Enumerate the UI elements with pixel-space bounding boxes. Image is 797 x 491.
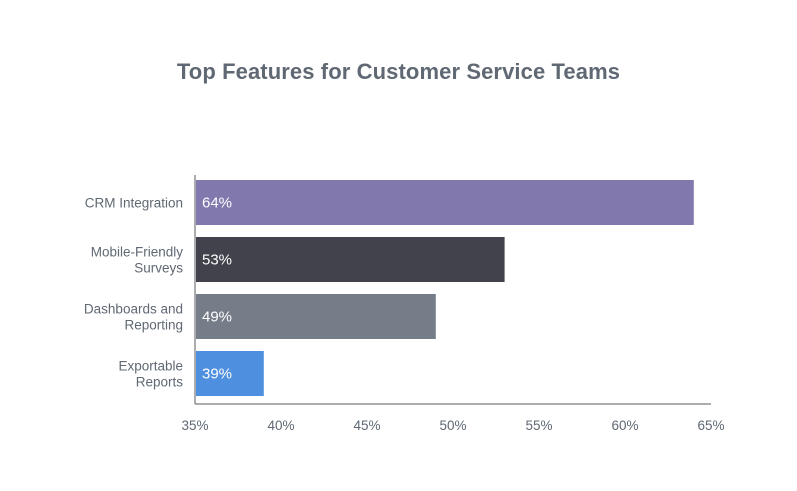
x-tick-label: 35% xyxy=(181,418,208,433)
category-label-line: Surveys xyxy=(134,261,183,276)
category-label-line: Reporting xyxy=(124,318,183,333)
bar-4 xyxy=(196,351,264,396)
x-tick-label: 65% xyxy=(697,418,724,433)
x-tick-label: 40% xyxy=(267,418,294,433)
bar-value-label: 49% xyxy=(202,309,232,326)
bar-2 xyxy=(196,237,505,282)
category-label: Dashboards and Reporting xyxy=(84,302,183,333)
category-label-line: CRM Integration xyxy=(85,196,183,211)
category-label-line: Exportable xyxy=(118,359,183,374)
x-tick-label: 50% xyxy=(439,418,466,433)
category-label: CRM Integration xyxy=(85,196,183,211)
bar-3 xyxy=(196,294,436,339)
category-label-line: Mobile-Friendly xyxy=(91,245,184,260)
x-tick-label: 45% xyxy=(353,418,380,433)
x-tick-label: 55% xyxy=(525,418,552,433)
category-label: Exportable Reports xyxy=(118,359,183,390)
bar-value-label: 53% xyxy=(202,252,232,269)
x-tick-label: 60% xyxy=(611,418,638,433)
category-label: Mobile-Friendly Surveys xyxy=(91,245,184,276)
chart-title: Top Features for Customer Service Teams xyxy=(176,59,621,84)
category-label-line: Reports xyxy=(136,375,184,390)
category-label-line: Dashboards and xyxy=(84,302,183,317)
bar-1 xyxy=(196,180,694,225)
bar-value-label: 64% xyxy=(202,195,232,212)
bar-value-label: 39% xyxy=(202,366,232,383)
